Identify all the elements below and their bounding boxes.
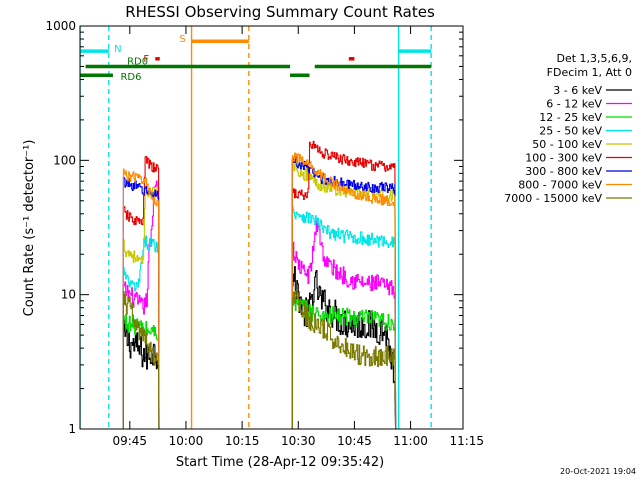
x-axis-label: Start Time (28-Apr-12 09:35:42) bbox=[176, 455, 384, 470]
series-line bbox=[291, 291, 397, 429]
series-6-12-kev bbox=[122, 180, 397, 429]
legend-label: 300 - 800 keV bbox=[525, 165, 602, 178]
legend-label: 25 - 50 keV bbox=[539, 125, 602, 138]
series-100-300-kev bbox=[122, 140, 397, 429]
legend-header: FDecim 1, Att 0 bbox=[547, 66, 632, 79]
flag-n-label: N bbox=[114, 44, 121, 55]
vertical-markers bbox=[80, 26, 432, 429]
series-line bbox=[291, 156, 397, 429]
footer-timestamp: 20-Oct-2021 19:04 bbox=[560, 467, 636, 476]
series-line bbox=[291, 156, 397, 429]
series-3-6-kev bbox=[122, 266, 397, 429]
flag-rd0-label: RD0 bbox=[127, 56, 148, 67]
series-line bbox=[291, 140, 397, 429]
series-line bbox=[291, 152, 397, 429]
series-800-7000-kev bbox=[122, 152, 397, 429]
series-line bbox=[291, 205, 397, 429]
legend-label: 50 - 100 keV bbox=[532, 138, 602, 151]
x-tick-label: 11:00 bbox=[393, 434, 428, 448]
y-tick-label: 10 bbox=[61, 288, 76, 302]
flag-f-label: F bbox=[143, 54, 149, 65]
x-tick-label: 10:45 bbox=[337, 434, 372, 448]
series-line bbox=[122, 156, 160, 429]
series-line bbox=[122, 180, 160, 429]
y-axis-label: Count Rate (s⁻¹ detector⁻¹) bbox=[22, 140, 37, 317]
series-7000-15000-kev bbox=[122, 289, 397, 429]
flag-s-label: S bbox=[179, 34, 185, 45]
x-tick-label: 10:00 bbox=[169, 434, 204, 448]
x-tick-label: 11:15 bbox=[449, 434, 484, 448]
plot-frame bbox=[79, 25, 464, 430]
legend-label: 6 - 12 keV bbox=[546, 98, 602, 111]
data-series bbox=[122, 140, 397, 429]
legend-label: 100 - 300 keV bbox=[525, 152, 602, 165]
legend: Det 1,3,5,6,9,FDecim 1, Att 0 3 - 6 keV6 … bbox=[504, 52, 632, 205]
x-tick-label: 10:30 bbox=[281, 434, 316, 448]
legend-label: 3 - 6 keV bbox=[553, 84, 602, 97]
series-12-25-kev bbox=[122, 291, 397, 429]
y-tick-label: 100 bbox=[53, 153, 76, 167]
series-line bbox=[122, 176, 160, 429]
series-line bbox=[122, 168, 160, 429]
series-line bbox=[122, 314, 160, 429]
series-line bbox=[122, 320, 160, 429]
series-300-800-kev bbox=[122, 156, 397, 429]
chart-title: RHESSI Observing Summary Count Rates bbox=[125, 3, 435, 21]
axes: 09:45 10:00 10:15 10:30 10:45 11:00 11:15 1 10 10… bbox=[45, 19, 484, 448]
legend-label: 7000 - 15000 keV bbox=[504, 192, 602, 205]
legend-header: Det 1,3,5,6,9, bbox=[556, 52, 632, 65]
series-line bbox=[122, 235, 160, 429]
series-line bbox=[291, 289, 397, 429]
x-tick-label: 09:45 bbox=[112, 434, 147, 448]
flag-rd6-label: RD6 bbox=[120, 72, 141, 83]
series-line bbox=[291, 266, 397, 429]
x-tick-label: 10:15 bbox=[225, 434, 260, 448]
series-line bbox=[122, 291, 160, 429]
legend-label: 800 - 7000 keV bbox=[518, 179, 602, 192]
legend-label: 12 - 25 keV bbox=[539, 111, 602, 124]
y-tick-label: 1000 bbox=[45, 19, 76, 33]
series-25-50-kev bbox=[122, 205, 397, 429]
series-line bbox=[291, 219, 397, 429]
y-tick-label: 1 bbox=[68, 422, 76, 436]
